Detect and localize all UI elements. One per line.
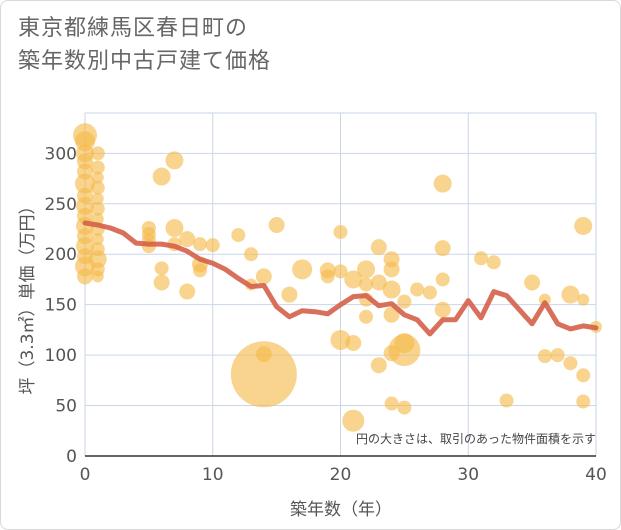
bubble-point — [91, 192, 104, 205]
bubble-point — [268, 216, 285, 233]
bubble-point — [88, 250, 107, 269]
bubble-point — [152, 167, 171, 186]
bubble-point — [474, 251, 489, 266]
bubble-point — [370, 239, 387, 256]
y-tick-label: 300 — [45, 144, 77, 164]
bubble-point — [388, 334, 421, 367]
bubble-point — [359, 277, 374, 292]
bubble-point — [154, 261, 169, 276]
bubble-point — [231, 228, 246, 243]
bubble-point — [410, 282, 425, 297]
x-axis-title: 築年数（年） — [290, 500, 392, 520]
bubble-point — [205, 238, 220, 253]
bubble-point — [91, 233, 104, 246]
bubble-point — [576, 368, 591, 383]
bubble-point — [91, 270, 104, 283]
bubble-point — [422, 285, 437, 300]
bubble-point — [292, 259, 313, 280]
bubble-point — [563, 356, 578, 371]
bubble-point — [370, 274, 387, 291]
y-axis-title: 坪（3.3㎡）単価（万円） — [18, 197, 38, 394]
bubble-point — [165, 219, 184, 238]
bubble-point — [320, 269, 335, 284]
x-tick-label: 0 — [80, 465, 91, 485]
bubble-point — [538, 293, 551, 306]
axes-layer: 0 10 20 30 40 0 50 100 150 200 250 300 — [45, 144, 607, 485]
bubble-point — [561, 285, 580, 304]
bubble-point — [434, 301, 451, 318]
bubble-point — [90, 180, 105, 195]
bubble-point — [345, 335, 362, 352]
bubble-point — [230, 341, 297, 408]
bubble-point — [550, 348, 565, 363]
bubble-point — [397, 400, 412, 415]
bubble-point — [486, 255, 501, 270]
chart-title-line-1: 東京都練馬区春日町の — [18, 16, 249, 41]
bubble-point — [333, 225, 348, 240]
bubble-point — [281, 286, 298, 303]
bubble-point — [435, 272, 450, 287]
chart-title: 東京都練馬区春日町の 築年数別中古戸建て価格 — [18, 12, 271, 78]
bubble-point — [397, 294, 412, 309]
bubble-point — [153, 274, 170, 291]
bubble-point — [333, 264, 348, 279]
bubble-point — [576, 394, 591, 409]
bubble-point — [192, 237, 207, 252]
bubble-point — [244, 247, 259, 262]
bubble-point — [574, 216, 593, 235]
average-price-line — [82, 220, 599, 337]
bubble-point — [370, 357, 387, 374]
x-tick-label: 10 — [202, 465, 224, 485]
bubble-point — [91, 171, 104, 184]
y-tick-label: 50 — [55, 397, 77, 417]
bubble-point — [537, 349, 552, 364]
x-tick-label: 20 — [330, 465, 352, 485]
bubbles-layer — [73, 123, 602, 432]
grid-lines — [84, 112, 597, 457]
bubble-point — [179, 231, 196, 248]
bubble-point — [90, 146, 105, 161]
bubble-point — [192, 263, 207, 278]
bubble-point — [75, 173, 95, 194]
bubble-point — [383, 261, 400, 278]
bubble-point — [255, 268, 272, 285]
bubble-point — [577, 293, 590, 306]
y-tick-label: 200 — [45, 245, 77, 265]
bubble-point — [384, 396, 399, 411]
bubble-point — [165, 151, 184, 170]
bubble-point — [77, 268, 93, 285]
bubble-point — [433, 174, 452, 193]
bubble-point — [91, 212, 104, 225]
bubble-point — [330, 329, 351, 350]
bubble-point — [179, 283, 196, 300]
bubble-point — [524, 274, 541, 291]
trend-line-layer — [82, 220, 599, 337]
bubble-point — [383, 306, 400, 323]
bubble-point — [90, 160, 105, 175]
bubble-point — [499, 393, 514, 408]
y-tick-label: 150 — [45, 296, 77, 316]
y-tick-label: 100 — [45, 346, 77, 366]
bubble-point — [434, 240, 451, 257]
bubble-point — [359, 309, 374, 324]
y-tick-label: 0 — [66, 447, 77, 467]
bubble-point — [342, 409, 365, 432]
y-tick-label: 250 — [45, 195, 77, 215]
x-tick-label: 40 — [585, 465, 607, 485]
bubble-point — [357, 260, 376, 279]
x-tick-label: 30 — [457, 465, 479, 485]
bubble-point — [344, 270, 363, 289]
bubble-point — [90, 201, 105, 216]
chart-title-line-2: 築年数別中古戸建て価格 — [18, 49, 272, 74]
bubble-point — [382, 280, 401, 299]
bubble-size-note: 円の大きさは、取引のあった物件面積を示す — [356, 431, 596, 446]
